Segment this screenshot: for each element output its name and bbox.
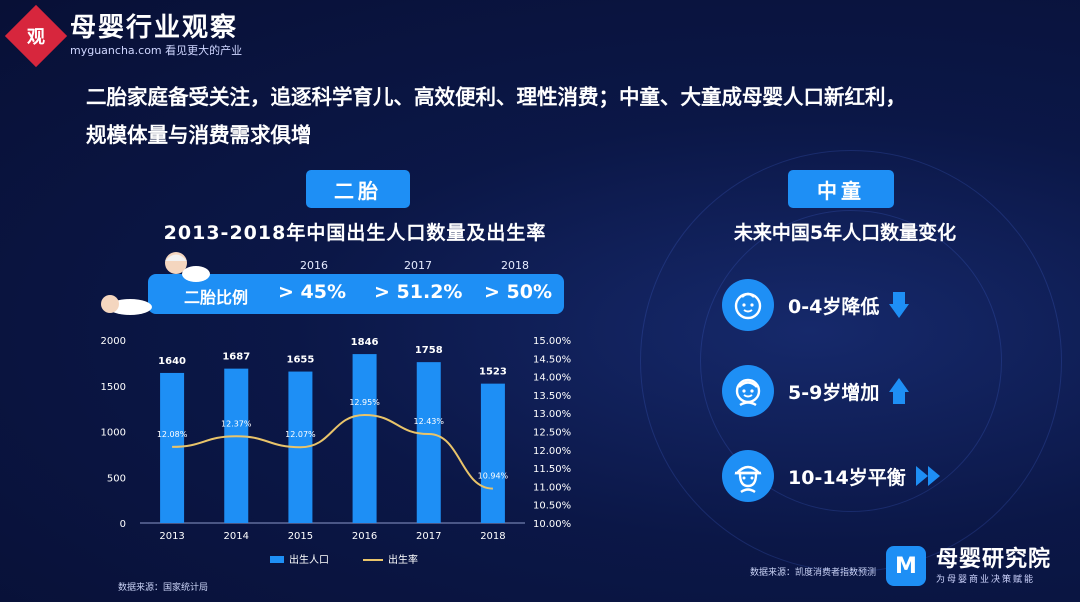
y-right-tick-label: 15.00% (533, 336, 571, 347)
y-right-tick-label: 12.00% (533, 446, 571, 457)
x-tick-label: 2014 (224, 531, 249, 542)
age-label-0-4: 0-4岁降低 (788, 295, 880, 318)
brand: M 母婴研究院 为母婴商业决策赋能 (886, 546, 1051, 586)
left-source: 数据来源：国家统计局 (118, 583, 209, 593)
line-data-label: 12.37% (221, 419, 252, 428)
bar (480, 383, 505, 523)
y-left-tick-label: 0 (120, 519, 126, 530)
bar-data-label: 1687 (222, 352, 250, 363)
y-right-tick-label: 11.50% (533, 464, 571, 475)
logo-mark: 观 (4, 4, 68, 68)
age-label-5-9: 5-9岁增加 (788, 381, 880, 404)
y-left-tick-label: 1000 (101, 428, 126, 439)
age-row-10-14: 10-14岁平衡 (722, 450, 942, 502)
brand-logo-icon: M (886, 546, 926, 586)
age-row-5-9: 5-9岁增加 (722, 365, 910, 417)
legend-swatch-births (270, 556, 284, 563)
baby-face-icon (722, 279, 774, 331)
y-right-tick-label: 10.00% (533, 519, 571, 530)
line-data-label: 12.95% (349, 398, 380, 407)
bar-data-label: 1523 (479, 367, 507, 378)
child-face-icon (722, 365, 774, 417)
y-right-tick-label: 13.50% (533, 391, 571, 402)
decor-ring (640, 150, 1062, 572)
baby-lying-icon (101, 295, 152, 315)
ratio-year-2016: 2016 (300, 259, 328, 272)
y-left-tick-label: 500 (107, 473, 126, 484)
right-title: 未来中国5年人口数量变化 (733, 222, 957, 244)
logo-subtitle: myguancha.com 看见更大的产业 (70, 44, 243, 57)
births-chart: 0 500 1000 1500 2000 10.00% 10.50% 11.00% 11.50%… (101, 336, 572, 566)
ratio-year-2018: 2018 (501, 259, 529, 272)
x-tick-label: 2018 (480, 531, 505, 542)
birth-rate-line (172, 414, 493, 490)
headline: 二胎家庭备受关注，追逐科学育儿、高效便利、理性消费；中童、大童成母婴人口新红利，… (86, 78, 1026, 154)
headline-line-1: 二胎家庭备受关注，追逐科学育儿、高效便利、理性消费；中童、大童成母婴人口新红利， (86, 85, 906, 109)
line-data-label: 10.94% (478, 472, 509, 481)
chart-title: 2013-2018年中国出生人口数量及出生率 (163, 222, 547, 244)
baby-crawling-icon (165, 252, 210, 282)
up-arrow-icon (889, 378, 910, 404)
double-right-arrow-icon (915, 466, 942, 486)
tag-middle-child: 中童 (788, 170, 894, 208)
y-right-tick-label: 12.50% (533, 428, 571, 439)
headline-line-2: 规模体量与消费需求俱增 (86, 123, 312, 147)
line-data-label: 12.07% (285, 430, 316, 439)
x-tick-label: 2017 (416, 531, 441, 542)
age-row-0-4: 0-4岁降低 (722, 279, 910, 331)
teen-cap-face-icon (722, 450, 774, 502)
x-tick-label: 2013 (159, 531, 184, 542)
ratio-label: 二胎比例 (184, 288, 249, 307)
legend-label-rate: 出生率 (388, 553, 418, 566)
ratio-value-2018: > 50% (484, 281, 553, 303)
y-right-tick-label: 10.50% (533, 501, 571, 512)
line-data-label: 12.43% (413, 417, 444, 426)
right-source: 数据来源：凯度消费者指数预测 (750, 568, 877, 578)
bar-data-label: 1655 (286, 355, 314, 366)
line-data-label: 12.08% (157, 430, 188, 439)
bar (416, 362, 441, 523)
age-label-10-14: 10-14岁平衡 (788, 466, 906, 489)
second-child-ratio-bar (148, 274, 564, 314)
x-tick-label: 2015 (288, 531, 313, 542)
logo-title: 母婴行业观察 (70, 13, 239, 43)
y-right-tick-label: 13.00% (533, 409, 571, 420)
y-right-tick-label: 14.50% (533, 354, 571, 365)
decor-ring (700, 210, 1002, 512)
bar-data-label: 1640 (158, 356, 186, 367)
bar (352, 354, 377, 523)
down-arrow-icon (889, 292, 910, 318)
tag-second-child: 二胎 (306, 170, 410, 208)
brand-subtitle: 为母婴商业决策赋能 (936, 574, 1036, 585)
brand-name: 母婴研究院 (936, 546, 1052, 572)
bar (160, 372, 185, 523)
y-right-tick-label: 14.00% (533, 373, 571, 384)
logo: 观 母婴行业观察 myguancha.com 看见更大的产业 (4, 4, 243, 68)
y-right-tick-label: 11.00% (533, 482, 571, 493)
y-left-tick-label: 1500 (101, 382, 126, 393)
ratio-value-2017: > 51.2% (374, 281, 463, 303)
y-left-tick-label: 2000 (101, 336, 126, 347)
bar-data-label: 1846 (351, 337, 379, 348)
ratio-year-2017: 2017 (404, 259, 432, 272)
legend-label-births: 出生人口 (289, 553, 329, 566)
ratio-value-2016: > 45% (278, 281, 347, 303)
bar-data-label: 1758 (415, 345, 443, 356)
bar (224, 368, 249, 523)
x-tick-label: 2016 (352, 531, 377, 542)
